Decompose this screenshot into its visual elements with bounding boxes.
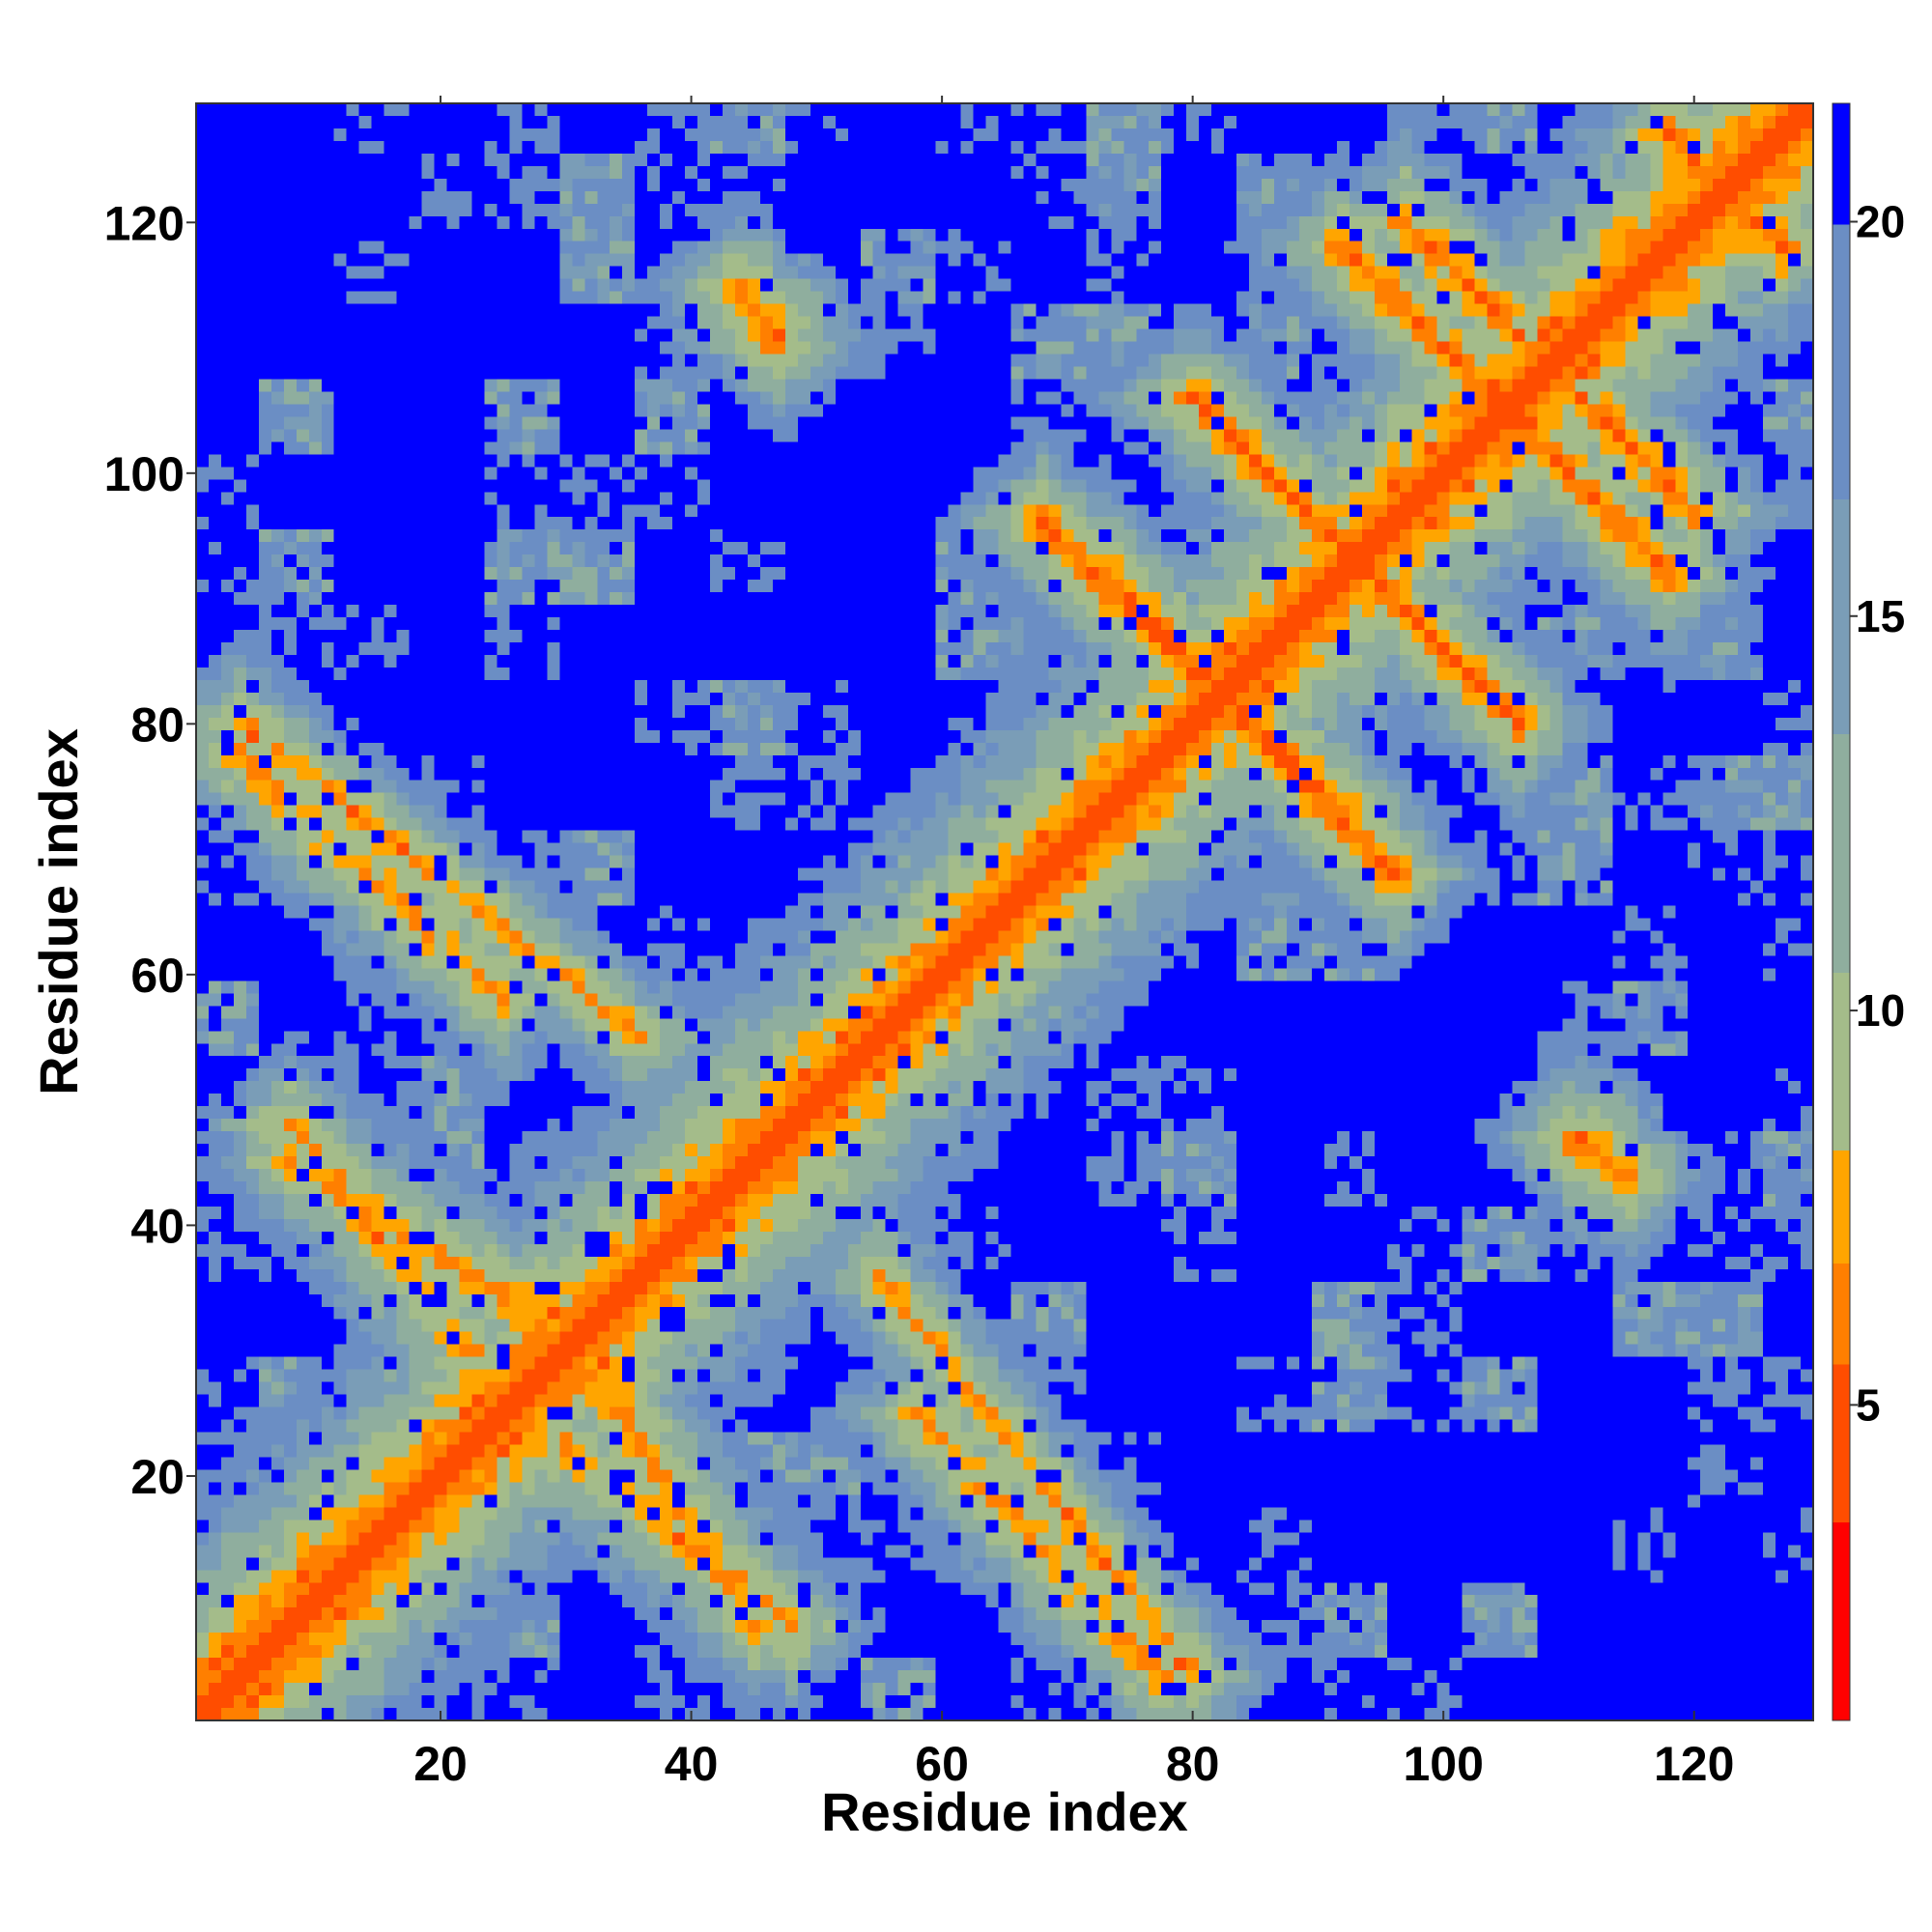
x-axis-ticks: 20 40 60 80 100 120 (413, 96, 1734, 1791)
y-tick-label: 120 (104, 196, 185, 250)
colorbar-frame (1832, 102, 1851, 1721)
y-tick-label: 100 (104, 447, 185, 501)
plot-frame (195, 102, 1814, 1721)
y-axis-ticks: 20 40 60 80 100 120 (104, 196, 196, 1504)
y-tick-label: 40 (130, 1199, 185, 1253)
y-tick-label: 60 (130, 949, 185, 1003)
colorbar-ticks: 5 10 15 20 (1850, 196, 1905, 1430)
x-axis-label: Residue index (821, 1781, 1188, 1842)
colorbar-tick-label: 10 (1856, 985, 1905, 1036)
colorbar-gradient (1833, 103, 1850, 1720)
x-tick-label: 40 (665, 1737, 719, 1791)
y-axis-label: Residue index (28, 728, 89, 1095)
x-tick-label: 120 (1654, 1737, 1734, 1791)
colorbar-tick-label: 15 (1856, 591, 1905, 641)
x-tick-label: 20 (413, 1737, 468, 1791)
y-tick-label: 20 (130, 1450, 185, 1504)
x-tick-label: 100 (1403, 1737, 1483, 1791)
x-tick-label: 60 (915, 1737, 969, 1791)
heatmap-cells (196, 103, 1813, 1720)
x-tick-label: 80 (1166, 1737, 1220, 1791)
colorbar-tick-label: 20 (1856, 196, 1905, 246)
y-tick-label: 80 (130, 697, 185, 752)
colorbar-tick-label: 5 (1856, 1379, 1881, 1430)
